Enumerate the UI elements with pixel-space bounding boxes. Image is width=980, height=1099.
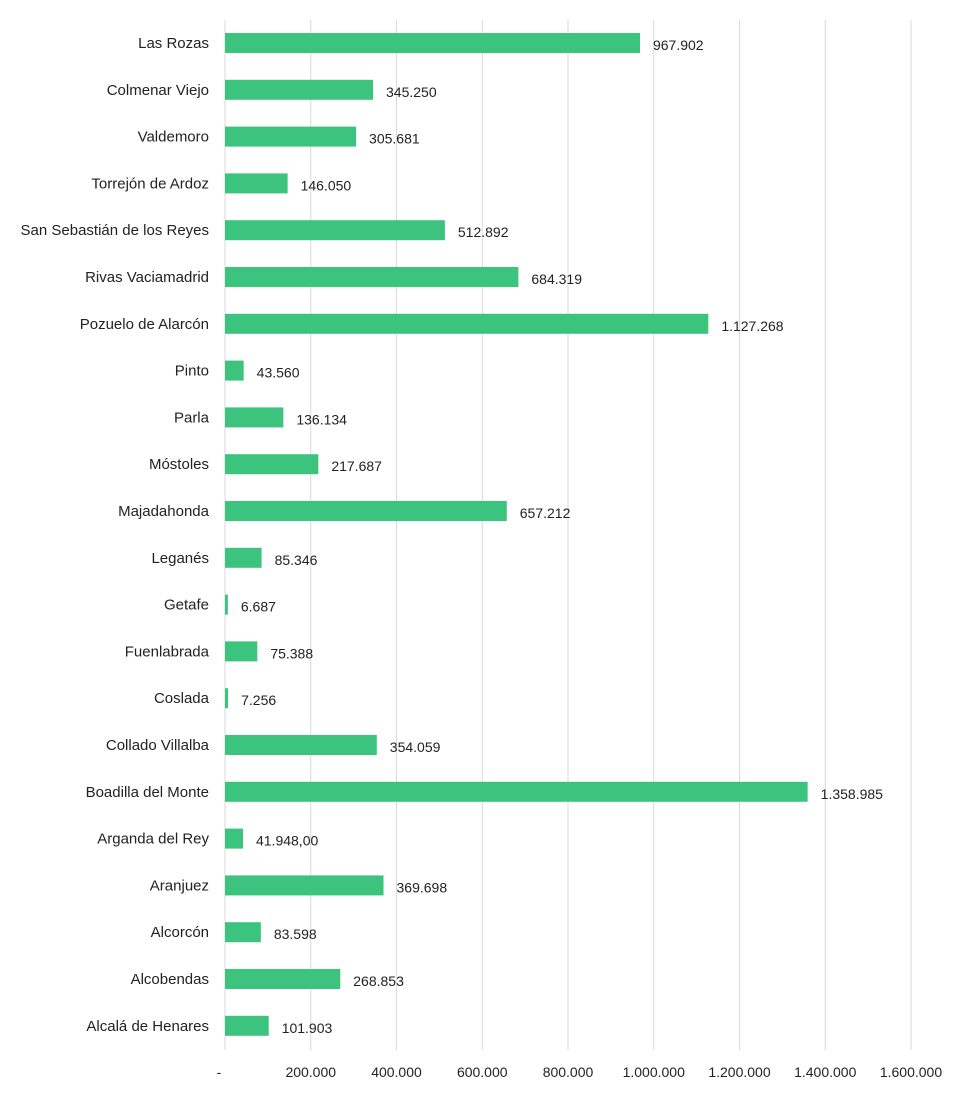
x-tick-label: 1.400.000: [794, 1064, 856, 1080]
data-label: 345.250: [386, 84, 437, 100]
category-label: Alcorcón: [151, 924, 209, 941]
bar: [225, 875, 384, 896]
data-label: 43.560: [257, 365, 300, 381]
x-tick-label: 1.200.000: [708, 1064, 770, 1080]
data-label: 83.598: [274, 926, 317, 942]
category-label: Torrejón de Ardoz: [91, 175, 209, 192]
bar: [225, 267, 519, 287]
category-label: Pozuelo de Alarcón: [80, 316, 209, 333]
x-tick-label: -: [217, 1064, 222, 1080]
category-label: Pinto: [175, 363, 209, 380]
category-label: Alcalá de Henares: [86, 1018, 209, 1035]
bar: [225, 173, 288, 194]
data-label: 305.681: [369, 131, 420, 147]
x-tick-label: 400.000: [371, 1064, 422, 1080]
data-label: 1.127.268: [721, 318, 783, 334]
bar: [225, 735, 377, 755]
gridlines: [224, 20, 912, 1050]
bar: [225, 360, 244, 381]
bar: [225, 454, 319, 475]
data-label: 657.212: [520, 505, 571, 521]
data-label: 217.687: [331, 458, 382, 474]
category-label: Collado Villalba: [106, 737, 210, 754]
bars: [225, 33, 808, 1036]
category-label: Arganda del Rey: [97, 831, 209, 848]
bar: [225, 641, 258, 662]
bar: [225, 220, 445, 241]
bar: [225, 594, 228, 615]
data-label: 146.050: [301, 177, 352, 193]
data-label: 136.134: [296, 411, 347, 427]
data-label: 85.346: [275, 552, 318, 568]
category-label: Alcobendas: [131, 971, 209, 988]
bar: [225, 922, 261, 943]
bar: [225, 407, 284, 428]
category-label: Rivas Vaciamadrid: [85, 269, 209, 286]
category-label: Móstoles: [149, 456, 209, 473]
bar: [225, 501, 507, 521]
data-label: 75.388: [270, 645, 313, 661]
data-label: 268.853: [353, 973, 404, 989]
bar: [225, 688, 229, 709]
x-tick-label: 800.000: [543, 1064, 594, 1080]
category-label: Parla: [174, 409, 210, 426]
data-label: 354.059: [390, 739, 441, 755]
category-labels: Las Rozas Colmenar Viejo Valdemoro Torrejón…: [21, 35, 210, 1035]
x-tick-label: 1.600.000: [880, 1064, 942, 1080]
data-label: 512.892: [458, 224, 509, 240]
category-label: Getafe: [164, 597, 209, 614]
category-label: San Sebastián de los Reyes: [21, 222, 209, 239]
data-label: 967.902: [653, 37, 704, 53]
bar: [225, 79, 374, 100]
data-label: 6.687: [241, 599, 276, 615]
bar: [225, 1015, 269, 1036]
category-label: Boadilla del Monte: [86, 784, 209, 801]
bar: [225, 33, 640, 53]
category-label: Aranjuez: [150, 877, 209, 894]
category-label: Leganés: [151, 550, 209, 567]
bar: [225, 313, 709, 334]
bar: [225, 781, 808, 802]
x-tick-label: 1.000.000: [623, 1064, 685, 1080]
bar: [225, 126, 357, 147]
data-label: 369.698: [397, 879, 448, 895]
data-labels: 967.902 345.250 305.681 146.050 512.892 684.3…: [241, 37, 883, 1036]
category-label: Fuenlabrada: [125, 643, 210, 660]
bar: [225, 547, 262, 568]
data-label: 41.948,00: [256, 833, 318, 849]
bar: [225, 969, 341, 989]
x-axis-tick-labels: - 200.000 400.000 600.000 800.000 1.000.000 1.…: [217, 1064, 943, 1080]
category-label: Majadahonda: [118, 503, 210, 520]
category-label: Coslada: [154, 690, 210, 707]
x-tick-label: 200.000: [285, 1064, 336, 1080]
data-label: 684.319: [531, 271, 582, 287]
bar: [225, 828, 243, 849]
category-label: Las Rozas: [138, 35, 209, 52]
data-label: 1.358.985: [821, 786, 883, 802]
data-label: 101.903: [282, 1020, 333, 1036]
category-label: Valdemoro: [138, 129, 209, 146]
x-tick-label: 600.000: [457, 1064, 508, 1080]
data-label: 7.256: [241, 692, 276, 708]
category-label: Colmenar Viejo: [107, 82, 209, 99]
